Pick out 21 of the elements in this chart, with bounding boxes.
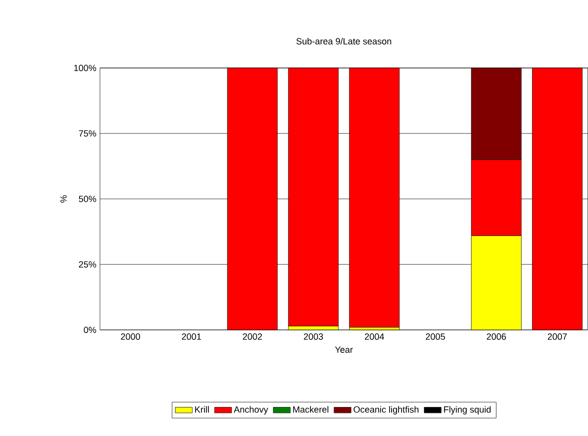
legend-label: Flying squid [444, 406, 491, 415]
chart-title: Sub-area 9/Late season [296, 38, 392, 45]
y-tick-label: 25% [78, 261, 96, 268]
x-tick-label: 2005 [426, 333, 445, 340]
x-tick-label: 2007 [548, 333, 567, 340]
x-tick-label: 2003 [304, 333, 323, 340]
x-tick-label: 2006 [486, 333, 506, 340]
legend-label: Oceanic lightfish [354, 406, 418, 415]
y-tick-label: 100% [74, 64, 96, 72]
y-tick-label: 75% [78, 130, 96, 137]
x-axis-title: Year [335, 346, 353, 353]
x-tick-label: 2004 [364, 333, 384, 340]
x-tick-label: 2001 [182, 333, 201, 340]
y-tick-label: 50% [78, 196, 96, 202]
x-tick-label: 2000 [120, 333, 140, 340]
legend-label: Mackerel [293, 406, 328, 413]
legend-label: Anchovy [234, 406, 268, 415]
y-axis-title: % [60, 195, 67, 203]
legend-label: Krill [195, 406, 209, 413]
y-tick-label: 0% [84, 326, 96, 334]
x-tick-label: 2002 [242, 333, 262, 340]
